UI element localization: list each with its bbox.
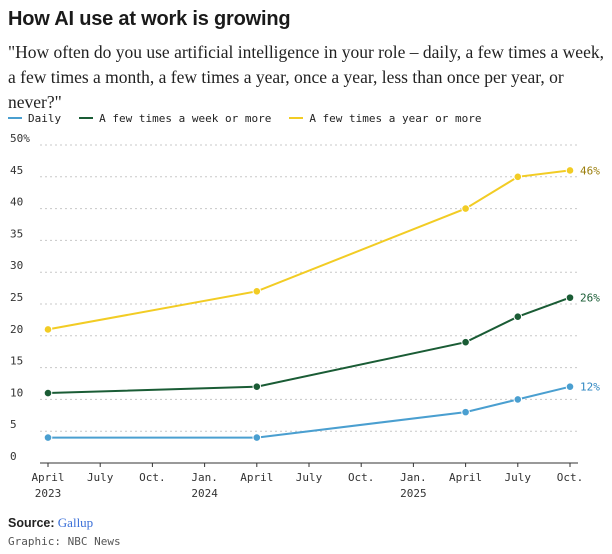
x-year-label-2024: 2024 — [191, 487, 218, 500]
series-1-point-4 — [565, 293, 575, 302]
y-tick-label-25: 25 — [10, 291, 23, 304]
legend-swatch-daily — [8, 117, 22, 119]
series-2-point-0 — [43, 325, 53, 334]
y-tick-label-10: 10 — [10, 386, 23, 399]
graphic-credit: Graphic: NBC News — [8, 535, 121, 548]
series-0-point-1 — [252, 433, 262, 442]
source-label: Source: — [8, 516, 55, 530]
x-tick-label-1: July — [87, 471, 114, 484]
y-tick-label-40: 40 — [10, 196, 23, 209]
series-0-end-label: 12% — [580, 381, 600, 394]
y-tick-label-30: 30 — [10, 259, 23, 272]
legend-swatch-weekly — [79, 117, 94, 119]
x-tick-label-0: April — [31, 471, 64, 484]
x-tick-label-9: July — [505, 471, 532, 484]
y-tick-label-15: 15 — [10, 355, 23, 368]
series-0-point-0 — [43, 433, 53, 442]
x-tick-label-3: Jan. — [191, 471, 218, 484]
x-tick-label-8: April — [449, 471, 482, 484]
x-tick-label-10: Oct. — [557, 471, 584, 484]
y-tick-label-0: 0 — [10, 450, 17, 463]
series-0-line — [48, 385, 571, 439]
x-year-label-2023: 2023 — [35, 487, 62, 500]
legend-item-daily: Daily — [8, 112, 61, 125]
series-1-line — [47, 296, 571, 394]
series-1-point-2 — [461, 337, 470, 347]
series-2-point-2 — [461, 204, 470, 213]
legend-label-daily: Daily — [28, 111, 62, 125]
legend-label-weekly: A few times a week or more — [99, 111, 272, 125]
series-0-point-3 — [513, 395, 523, 404]
series-1-end-label: 26% — [580, 292, 600, 305]
source-line: Source: Gallup — [8, 515, 93, 531]
series-2-point-1 — [252, 286, 262, 296]
series-1-point-0 — [43, 388, 53, 398]
series-2-end-label: 46% — [580, 164, 600, 177]
legend-item-yearly: A few times a year or more — [289, 111, 482, 125]
x-year-label-2025: 2025 — [400, 487, 427, 500]
series-2-point-3 — [513, 172, 523, 182]
series-1-point-1 — [252, 382, 262, 391]
x-tick-label-4: April — [240, 471, 273, 484]
series-2-line — [47, 169, 571, 331]
chart-legend: Daily A few times a week or more A few t… — [8, 110, 500, 126]
legend-item-weekly: A few times a week or more — [79, 112, 271, 125]
chart-title: How AI use at work is growing — [8, 8, 291, 30]
source-link[interactable]: Gallup — [57, 515, 94, 530]
y-tick-label-45: 45 — [10, 164, 23, 177]
x-tick-label-6: Oct. — [348, 471, 375, 484]
x-tick-label-2: Oct. — [139, 471, 166, 484]
x-tick-label-5: July — [296, 471, 323, 484]
legend-label-yearly: A few times a year or more — [309, 111, 482, 125]
legend-swatch-yearly — [289, 117, 304, 119]
series-2-point-4 — [565, 166, 575, 175]
series-0-point-2 — [461, 407, 470, 417]
y-tick-label-35: 35 — [10, 227, 23, 240]
y-tick-label-20: 20 — [10, 323, 23, 336]
x-tick-label-7: Jan. — [400, 471, 427, 484]
chart-subtitle: "How often do you use artificial intelli… — [8, 42, 604, 112]
series-0-point-4 — [565, 382, 575, 391]
y-tick-label-50: 50% — [10, 132, 30, 145]
y-tick-label-5: 5 — [10, 418, 17, 431]
series-1-point-3 — [513, 312, 523, 322]
